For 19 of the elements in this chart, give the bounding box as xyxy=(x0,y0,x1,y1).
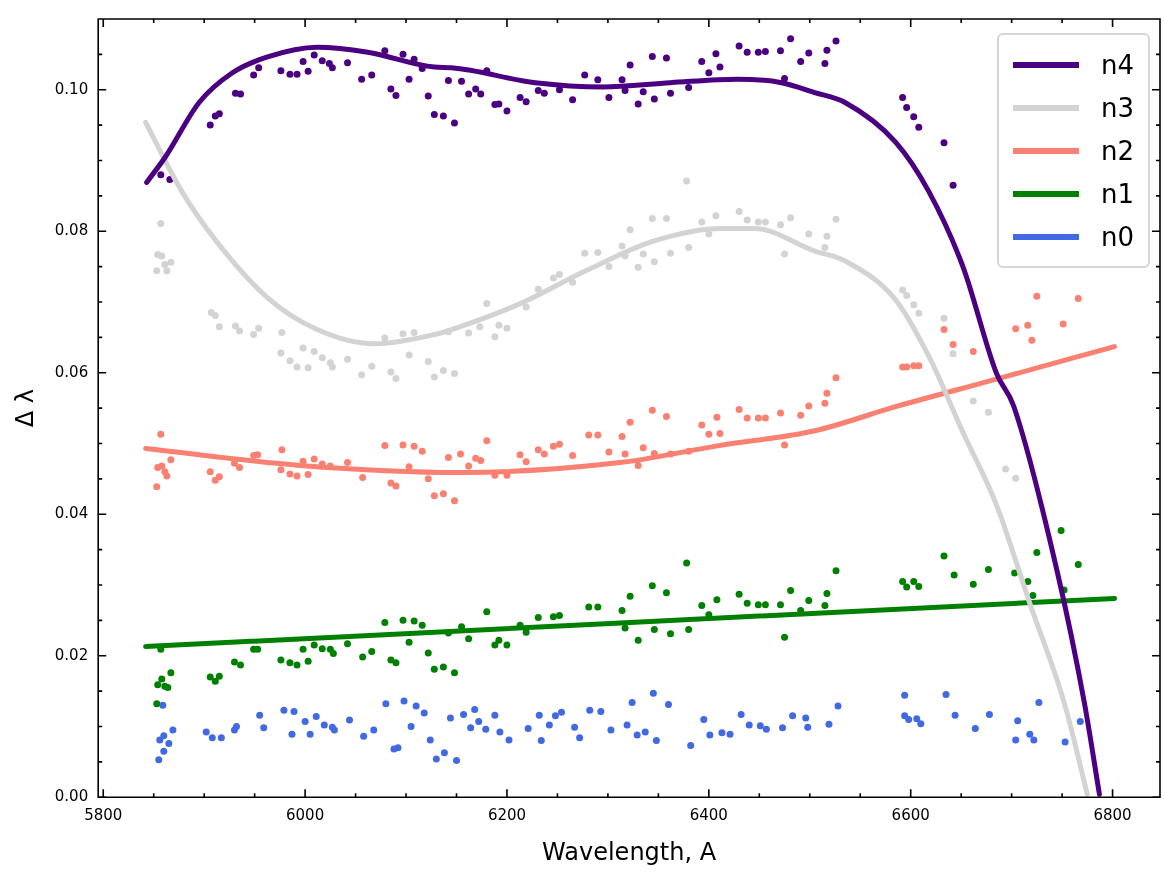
x-tick-label: 5800 xyxy=(84,806,123,825)
legend-label: n4 xyxy=(1100,49,1134,80)
x-tick-label: 6400 xyxy=(689,806,728,825)
y-tick-label: 0.02 xyxy=(54,645,89,664)
y-axis-title: Δ λ xyxy=(10,388,39,428)
x-tick-label: 6200 xyxy=(487,806,527,825)
legend-label: n0 xyxy=(1100,221,1134,252)
legend-label: n3 xyxy=(1100,92,1134,123)
legend-label: n1 xyxy=(1100,178,1134,209)
x-tick-label: 6000 xyxy=(286,806,325,825)
y-tick-label: 0.00 xyxy=(54,787,89,806)
legend-label: n2 xyxy=(1100,135,1134,166)
y-tick-label: 0.06 xyxy=(54,362,89,381)
y-tick-label: 0.04 xyxy=(54,504,89,523)
x-tick-label: 6600 xyxy=(891,806,930,825)
x-tick-label: 6800 xyxy=(1093,806,1132,825)
y-tick-label: 0.08 xyxy=(54,221,89,240)
y-tick-label: 0.10 xyxy=(54,79,89,98)
x-axis-title: Wavelength, A xyxy=(542,837,717,866)
